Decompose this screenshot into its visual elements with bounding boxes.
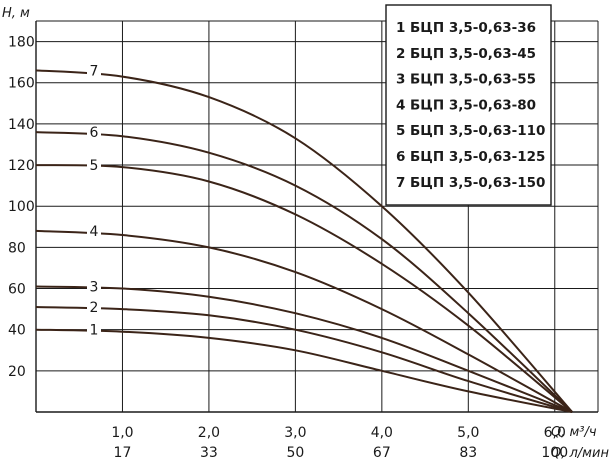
y-tick-label: 20 — [8, 364, 26, 380]
legend-item-number: 6 — [396, 149, 405, 165]
legend-item-label: БЦП 3,5-0,63-80 — [410, 97, 536, 113]
y-tick-label: 120 — [8, 158, 35, 174]
x-tick-label: 6,0 — [544, 425, 566, 441]
legend-item-number: 1 — [396, 20, 405, 36]
x-tick-label-secondary: 33 — [200, 445, 218, 461]
x-axis-title-secondary: Q, л/мин — [551, 446, 609, 461]
curve-6 — [35, 131, 573, 413]
legend: 1 БЦП 3,5-0,63-36 2 БЦП 3,5-0,63-45 3 БЦП 3,5… — [385, 4, 552, 206]
legend-item-number: 4 — [396, 97, 405, 113]
legend-item-label: БЦП 3,5-0,63-150 — [410, 175, 545, 191]
curve-4 — [35, 229, 573, 413]
curve-number-5: 5 — [90, 158, 99, 174]
curve-number-1: 1 — [90, 323, 99, 339]
legend-item-number: 7 — [396, 175, 405, 191]
curve-number-4: 4 — [90, 224, 99, 240]
y-tick-label: 160 — [8, 76, 35, 92]
curve-label-bg — [87, 223, 101, 239]
x-axis-title: Q, м³/ч — [551, 425, 597, 440]
x-tick-label-secondary: 17 — [114, 445, 132, 461]
curve-number-7: 7 — [90, 63, 99, 79]
x-tick-label: 1,0 — [111, 425, 133, 441]
legend-item-label: БЦП 3,5-0,63-45 — [410, 46, 536, 62]
legend-item-label: БЦП 3,5-0,63-110 — [410, 123, 545, 139]
x-tick-label: 5,0 — [457, 425, 479, 441]
x-tick-label: 2,0 — [198, 425, 220, 441]
y-axis-title: H, м — [2, 6, 30, 21]
curve-label-bg — [87, 63, 101, 79]
y-tick-label: 80 — [8, 240, 26, 256]
legend-item-number: 2 — [396, 46, 405, 62]
x-tick-label-secondary: 100 — [541, 445, 568, 461]
x-tick-label-secondary: 83 — [459, 445, 477, 461]
curve-label-bg — [87, 322, 101, 338]
y-tick-label: 60 — [8, 282, 26, 298]
curve-3 — [35, 285, 573, 413]
curve-label-bg — [87, 279, 101, 295]
y-tick-label: 180 — [8, 35, 35, 51]
legend-item-label: БЦП 3,5-0,63-125 — [410, 149, 545, 165]
legend-item-number: 3 — [396, 72, 405, 88]
curve-number-6: 6 — [90, 125, 99, 141]
grid — [35, 20, 599, 413]
curve-labels: 1 2 3 4 5 6 7 — [87, 63, 101, 339]
curve-2 — [35, 306, 573, 413]
curve-7 — [35, 69, 573, 413]
y-tick-label: 100 — [8, 199, 35, 215]
x-tick-label: 4,0 — [371, 425, 393, 441]
legend-item-label: БЦП 3,5-0,63-36 — [410, 20, 536, 36]
x-tick-label-secondary: 50 — [286, 445, 304, 461]
curves — [35, 69, 573, 413]
y-tick-label: 40 — [8, 323, 26, 339]
curve-1 — [35, 328, 573, 413]
legend-box — [385, 4, 552, 206]
legend-item-number: 5 — [396, 123, 405, 139]
curve-number-3: 3 — [90, 279, 99, 295]
x-tick-label: 3,0 — [284, 425, 306, 441]
curve-label-bg — [87, 300, 101, 316]
curve-number-2: 2 — [90, 300, 99, 316]
curve-label-bg — [87, 158, 101, 174]
y-tick-label: 140 — [8, 117, 35, 133]
legend-item-label: БЦП 3,5-0,63-55 — [410, 72, 536, 88]
curve-label-bg — [87, 125, 101, 141]
x-tick-label-secondary: 67 — [373, 445, 391, 461]
curve-5 — [35, 164, 573, 413]
